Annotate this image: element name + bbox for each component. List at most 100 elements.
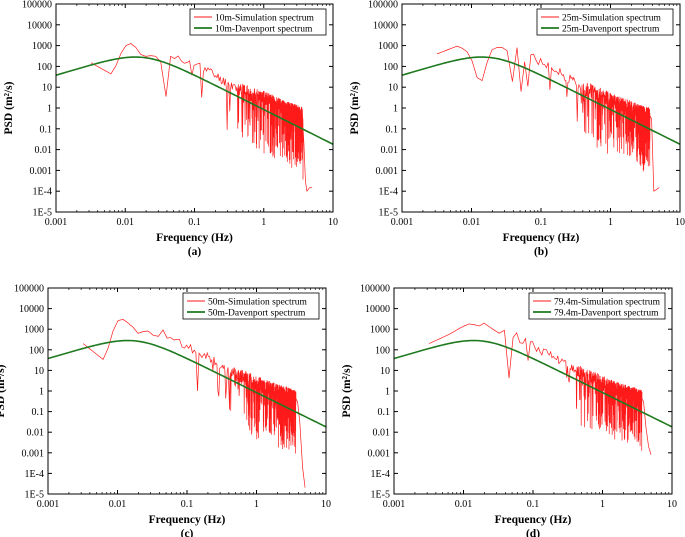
y-tick-label: 1E-4 bbox=[379, 187, 398, 198]
series-line-simulation bbox=[436, 45, 660, 192]
x-tick-label: 0.01 bbox=[455, 499, 473, 510]
x-tick-label: 10 bbox=[328, 217, 338, 228]
x-axis-title: Frequency (Hz) bbox=[503, 232, 580, 244]
legend: 79.4m-Simulation spectrum79.4m-Davenport… bbox=[528, 292, 666, 320]
y-tick-label: 1E-4 bbox=[371, 469, 390, 480]
y-tick-label: 1 bbox=[393, 104, 398, 115]
chart-panel-1: 0.001 0.01 0.1 1 10 1E-5 1E-4 0.001 0.01 0.1 1 10 10… bbox=[3, 0, 338, 258]
y-tick-label: 10 bbox=[42, 83, 52, 94]
x-tick-label: 1 bbox=[261, 217, 266, 228]
y-tick-label: 1E-5 bbox=[371, 490, 390, 501]
y-tick-label: 10 bbox=[34, 366, 44, 377]
series-line-simulation bbox=[90, 43, 313, 192]
series-line-davenport bbox=[394, 339, 672, 428]
y-axis-title: PSD (m²/s) bbox=[0, 364, 7, 417]
y-axis-title: PSD (m²/s) bbox=[3, 81, 15, 134]
y-tick-label: 1 bbox=[39, 387, 44, 398]
y-tick-label: 100000 bbox=[368, 0, 398, 11]
legend-entry: 10m-Davenport spectrum bbox=[215, 25, 313, 35]
x-tick-label: 1 bbox=[608, 217, 613, 228]
legend-box bbox=[536, 8, 674, 36]
y-tick-label: 1E-4 bbox=[33, 187, 52, 198]
legend-entry: 50m-Davenport spectrum bbox=[208, 309, 306, 319]
legend-box bbox=[182, 292, 320, 320]
y-tick-label: 0.1 bbox=[378, 407, 391, 418]
x-tick-label: 0.01 bbox=[117, 217, 135, 228]
x-axis-title: Frequency (Hz) bbox=[156, 232, 233, 244]
y-axis-title: PSD (m²/s) bbox=[349, 81, 361, 134]
y-tick-label: 10000 bbox=[373, 20, 398, 31]
series-line-simulation bbox=[428, 322, 652, 455]
y-tick-label: 0.01 bbox=[373, 428, 391, 439]
y-tick-label: 1E-5 bbox=[379, 208, 398, 219]
legend-box bbox=[528, 292, 666, 320]
x-tick-label: 0.001 bbox=[391, 217, 414, 228]
chart-panel-4: 0.001 0.01 0.1 1 10 1E-5 1E-4 0.001 0.01 0.1 1 10 10… bbox=[341, 284, 677, 537]
legend-entry: 79.4m-Simulation spectrum bbox=[554, 298, 661, 308]
y-tick-label: 100000 bbox=[14, 284, 44, 295]
x-tick-label: 0.1 bbox=[181, 499, 194, 510]
panel-label: (c) bbox=[181, 528, 194, 537]
y-tick-label: 0.01 bbox=[381, 145, 399, 156]
y-tick-label: 100000 bbox=[360, 284, 390, 295]
y-tick-label: 100 bbox=[375, 345, 390, 356]
legend-entry: 25m-Simulation spectrum bbox=[562, 14, 662, 24]
y-tick-label: 1E-5 bbox=[25, 490, 44, 501]
y-tick-label: 0.001 bbox=[22, 448, 45, 459]
x-tick-label: 0.1 bbox=[188, 217, 201, 228]
chart-panel-2: 0.001 0.01 0.1 1 10 1E-5 1E-4 0.001 0.01 0.1 1 10 10… bbox=[349, 0, 685, 258]
y-tick-label: 1000 bbox=[24, 325, 44, 336]
x-tick-label: 10 bbox=[675, 217, 685, 228]
chart-panel-3: 0.001 0.01 0.1 1 10 1E-5 1E-4 0.001 0.01 0.1 1 10 10… bbox=[0, 284, 331, 537]
y-tick-label: 10 bbox=[388, 83, 398, 94]
x-tick-label: 0.001 bbox=[37, 499, 60, 510]
series-line-davenport bbox=[402, 56, 680, 145]
y-tick-label: 0.01 bbox=[27, 428, 45, 439]
y-tick-label: 0.1 bbox=[32, 407, 45, 418]
x-tick-label: 10 bbox=[321, 499, 331, 510]
series-line-davenport bbox=[56, 56, 333, 145]
x-axis-title: Frequency (Hz) bbox=[149, 514, 226, 526]
x-tick-label: 0.01 bbox=[109, 499, 127, 510]
series-line-davenport bbox=[48, 339, 326, 428]
panel-label: (b) bbox=[534, 246, 548, 258]
legend-entry: 10m-Simulation spectrum bbox=[215, 14, 315, 24]
y-tick-label: 0.1 bbox=[386, 124, 399, 135]
series-line-simulation bbox=[82, 319, 306, 488]
y-tick-label: 0.01 bbox=[35, 145, 53, 156]
x-axis-title: Frequency (Hz) bbox=[495, 514, 572, 526]
legend-entry: 50m-Simulation spectrum bbox=[208, 298, 308, 308]
x-tick-label: 0.1 bbox=[535, 217, 548, 228]
y-tick-label: 0.001 bbox=[368, 448, 391, 459]
y-tick-label: 1000 bbox=[378, 41, 398, 52]
y-tick-label: 0.1 bbox=[40, 124, 53, 135]
y-tick-label: 1E-4 bbox=[25, 469, 44, 480]
y-tick-label: 100 bbox=[29, 345, 44, 356]
y-tick-label: 100 bbox=[383, 62, 398, 73]
y-tick-label: 10000 bbox=[27, 20, 52, 31]
y-tick-label: 100 bbox=[37, 62, 52, 73]
x-tick-label: 0.001 bbox=[45, 217, 68, 228]
y-tick-label: 10 bbox=[380, 366, 390, 377]
y-tick-label: 1000 bbox=[370, 325, 390, 336]
y-tick-label: 1E-5 bbox=[33, 208, 52, 219]
y-axis-title: PSD (m²/s) bbox=[341, 364, 353, 417]
y-tick-label: 100000 bbox=[22, 0, 52, 11]
legend-entry: 79.4m-Davenport spectrum bbox=[554, 309, 659, 319]
y-tick-label: 10000 bbox=[365, 304, 390, 315]
panel-label: (a) bbox=[188, 246, 202, 258]
legend-entry: 25m-Davenport spectrum bbox=[562, 25, 660, 35]
y-tick-label: 0.001 bbox=[30, 166, 53, 177]
y-tick-label: 1000 bbox=[32, 41, 52, 52]
x-tick-label: 10 bbox=[667, 499, 677, 510]
x-tick-label: 0.001 bbox=[383, 499, 406, 510]
legend-box bbox=[189, 8, 327, 36]
y-tick-label: 0.001 bbox=[376, 166, 399, 177]
x-tick-label: 1 bbox=[600, 499, 605, 510]
y-tick-label: 10000 bbox=[19, 304, 44, 315]
x-tick-label: 0.1 bbox=[527, 499, 540, 510]
